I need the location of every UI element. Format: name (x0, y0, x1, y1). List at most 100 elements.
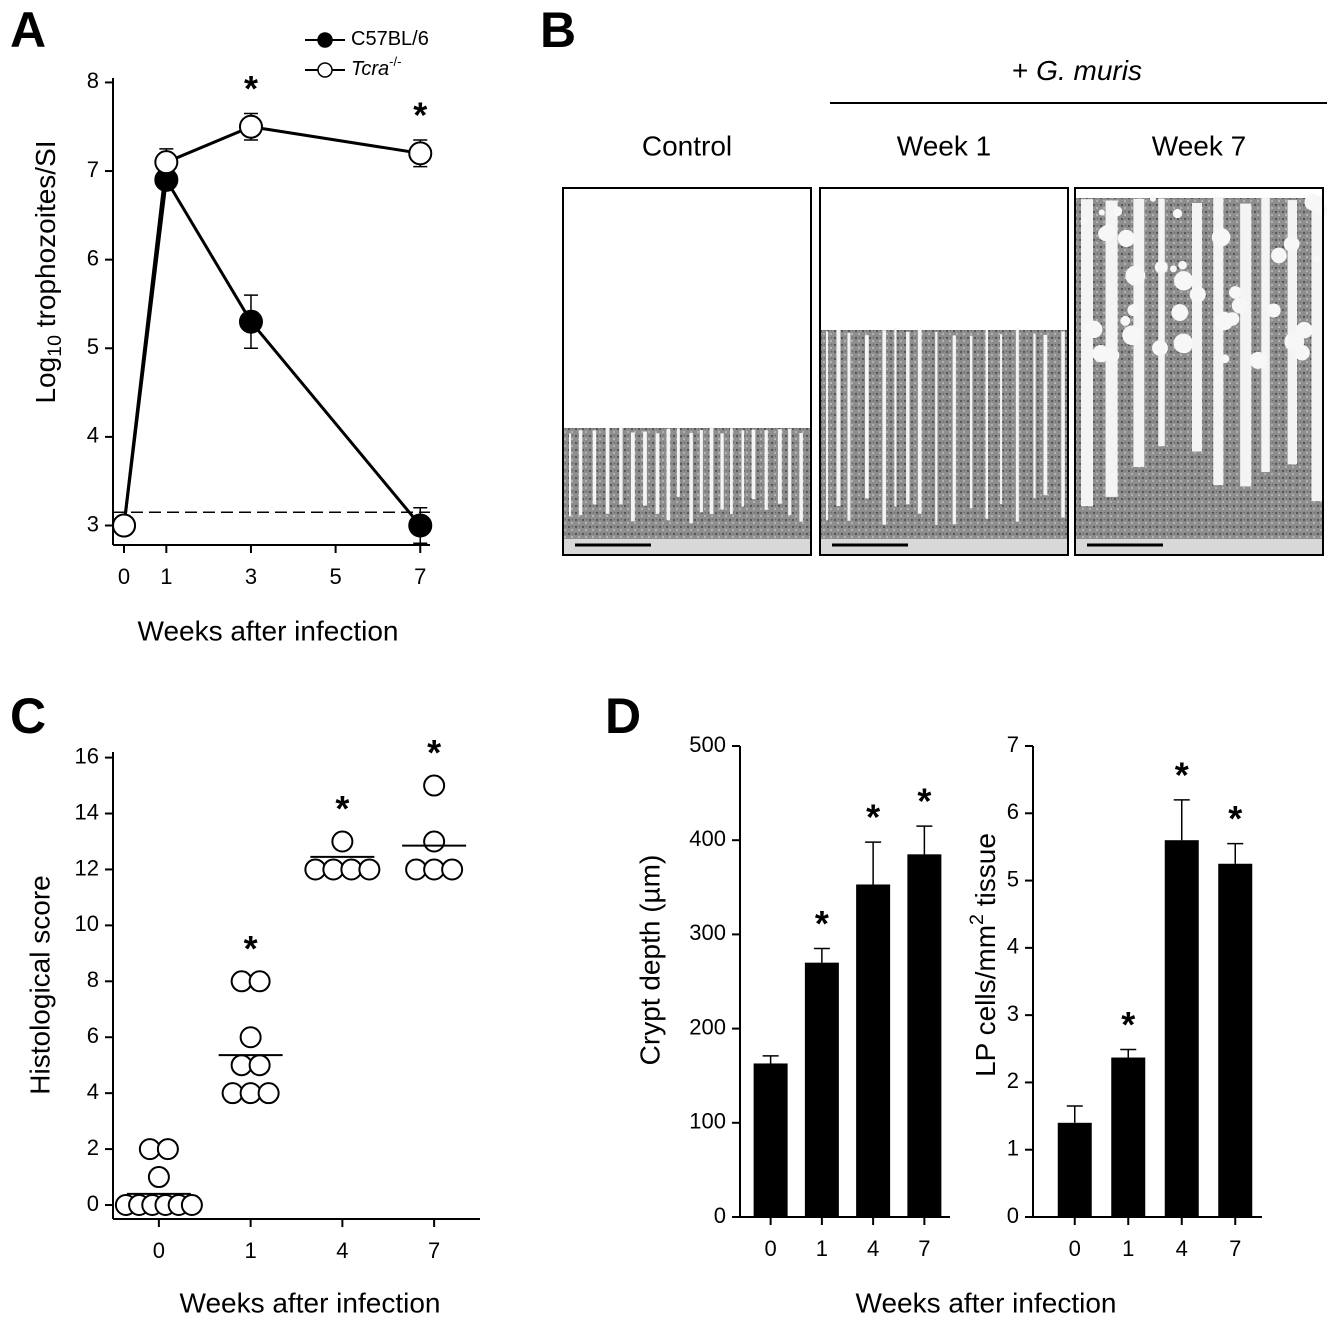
bar (1111, 1057, 1146, 1217)
tissue-gap (1125, 265, 1146, 286)
tissue-gap (1173, 271, 1194, 291)
tissue-gap (1098, 209, 1105, 216)
crypt-lumen (865, 335, 869, 499)
crypt-lumen (826, 331, 829, 521)
y-tick-label: 2 (87, 1135, 99, 1160)
y-tick-label: 4 (87, 423, 99, 448)
y-tick-label: 3 (1007, 1001, 1019, 1026)
tissue-gap (1092, 345, 1110, 363)
crypt-lumen (985, 329, 989, 519)
tissue-gap (1154, 260, 1168, 274)
y-tick-label: 300 (689, 920, 726, 945)
tissue-gap (1284, 331, 1305, 352)
x-tick-label: 0 (1069, 1236, 1081, 1261)
header-italic: G. muris (1036, 55, 1142, 86)
significance-label: * (866, 797, 880, 838)
tissue-gap (1122, 325, 1142, 346)
x-tick-label: 7 (428, 1238, 440, 1263)
panel-label: B (540, 2, 576, 58)
crypt-lumen (709, 426, 714, 515)
error-bar (1227, 842, 1244, 864)
crypt-lumen (592, 430, 597, 505)
data-point (408, 513, 433, 538)
tissue-gap (1106, 348, 1120, 362)
crypt-lumen (666, 428, 671, 521)
panel-label: A (10, 2, 46, 58)
crypt-lumen (1311, 196, 1323, 502)
tissue-gap (1266, 303, 1281, 318)
error-bar (1120, 1048, 1137, 1058)
y-tick-label: 0 (714, 1203, 726, 1228)
y-tick-label: 500 (689, 732, 726, 757)
series-line (122, 125, 421, 526)
crypt-lumen (906, 331, 910, 505)
y-axis-label: LP cells/mm2 tissue (966, 833, 1001, 1077)
x-tick-label: 1 (1122, 1236, 1134, 1261)
crypt-lumen (799, 433, 803, 522)
tissue-gap (1080, 217, 1088, 225)
y-tick-label: 7 (87, 157, 99, 182)
tissue-gap (1220, 354, 1230, 364)
panel-label: D (605, 688, 641, 744)
crypt-lumen (1105, 200, 1118, 497)
crypt-lumen (643, 431, 647, 506)
x-tick-label: 0 (118, 564, 130, 589)
crypt-lumen (578, 430, 583, 516)
error-bar (762, 1055, 779, 1064)
tissue-gap (1127, 304, 1140, 317)
panel-label: C (10, 688, 46, 744)
tissue-gap (1249, 351, 1267, 369)
bar (907, 854, 942, 1217)
x-tick-label: 5 (329, 564, 341, 589)
tissue (820, 330, 1068, 541)
y-tick-label: 4 (1007, 934, 1019, 959)
significance-label: * (917, 781, 931, 822)
crypt-lumen (1000, 334, 1003, 504)
data-point (154, 150, 179, 175)
crypt-lumen (1213, 197, 1224, 486)
significance-label: * (427, 732, 441, 773)
y-axis-label: Histological score (24, 875, 55, 1094)
y-tick-label: 7 (1007, 732, 1019, 757)
bar (1057, 1122, 1092, 1217)
x-axis-label: Weeks after infection (856, 1287, 1117, 1318)
y-axis-label-part: tissue (970, 833, 1001, 914)
data-point (248, 1054, 271, 1077)
tissue-gap (1283, 236, 1300, 252)
tissue-gap (1098, 226, 1113, 241)
legend-label: Tcra-/- (351, 54, 401, 80)
series-line (122, 175, 422, 527)
y-tick-label: 6 (87, 1023, 99, 1048)
x-tick-label: 1 (160, 564, 172, 589)
crypt-lumen (1043, 334, 1048, 496)
x-tick-label: 0 (765, 1236, 777, 1261)
x-tick-label: 7 (918, 1236, 930, 1261)
crypt-lumen (764, 430, 768, 510)
tissue-gap (1225, 312, 1240, 326)
significance-label: * (335, 788, 349, 829)
significance-label: * (244, 928, 258, 969)
tissue-gap (1231, 297, 1249, 314)
data-point (248, 970, 271, 993)
crypt-lumen (630, 432, 635, 522)
data-point (147, 1166, 170, 1189)
data-point (238, 309, 263, 334)
crypt-lumen (777, 429, 782, 504)
x-tick-label: 7 (414, 564, 426, 589)
data-point (112, 513, 137, 538)
submucosa (563, 539, 811, 555)
tissue-gap (1189, 286, 1206, 303)
crypt-lumen (1191, 202, 1202, 452)
tissue-gap (1112, 206, 1123, 217)
error-bar (813, 947, 830, 963)
x-tick-label: 1 (245, 1238, 257, 1263)
y-axis-label: Log10 trophozoites/SI (30, 140, 66, 403)
crypt-lumen (730, 428, 733, 515)
crypt-lumen (935, 331, 938, 525)
data-point (156, 1138, 179, 1161)
legend-name: C57BL/6 (351, 28, 429, 50)
crypt-lumen (1061, 331, 1065, 518)
tissue-gap (1315, 204, 1328, 217)
tissue-gap (1172, 208, 1183, 219)
